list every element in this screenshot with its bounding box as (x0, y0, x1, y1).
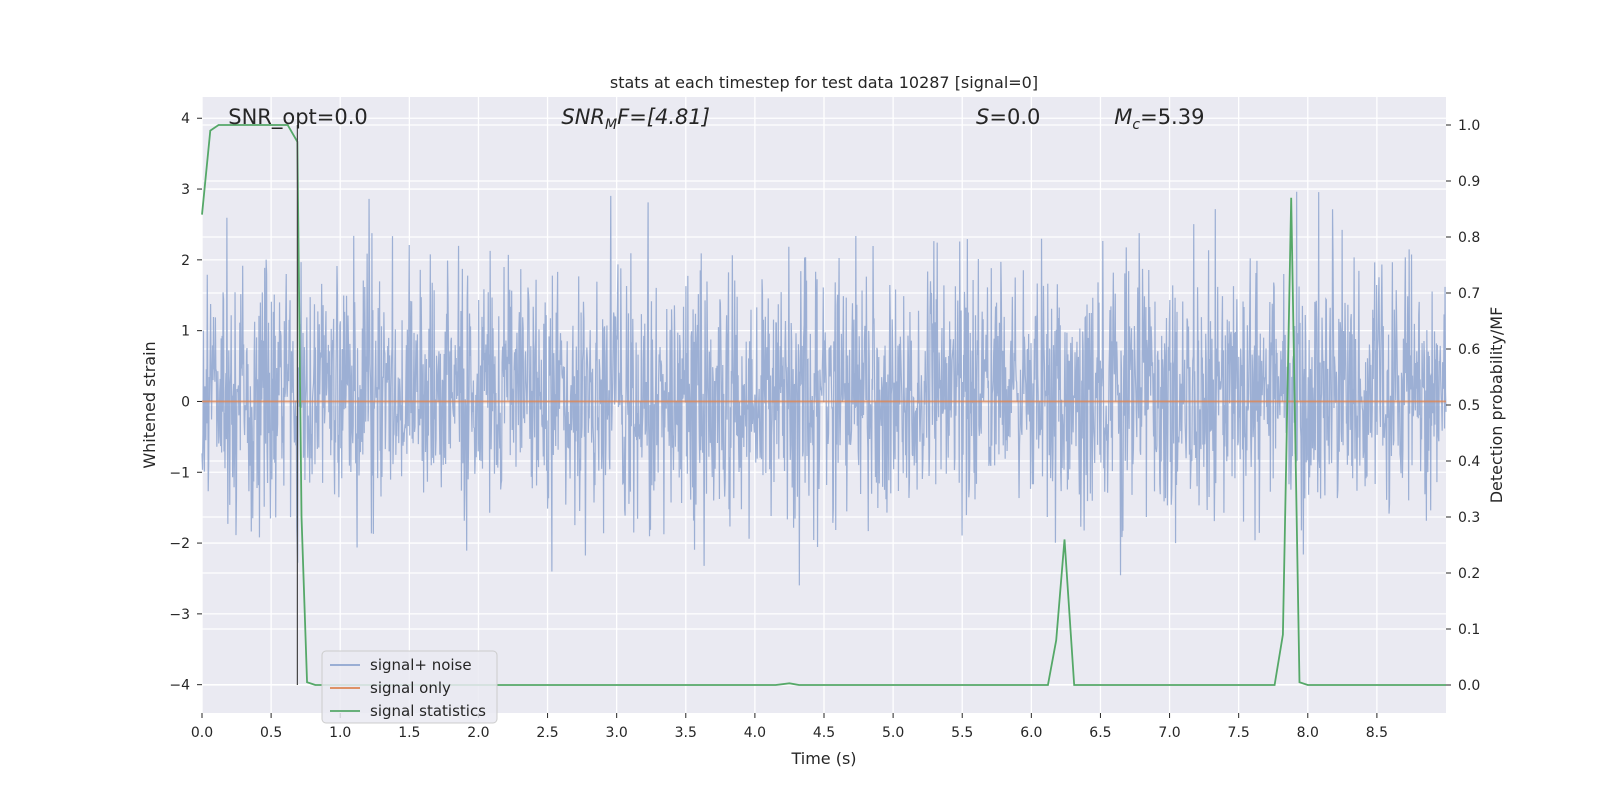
yl-tick-label-3: 1 (181, 324, 190, 340)
yr-tick-label-4: 0.6 (1458, 342, 1480, 358)
yr-tick-label-7: 0.3 (1458, 510, 1480, 526)
series-signal-plus-noise (201, 191, 1447, 586)
x-tick-label-1: 0.5 (260, 725, 282, 741)
s-rest: =0.0 (989, 105, 1040, 129)
x-axis-label: Time (s) (790, 749, 856, 768)
signal-statistics-line (201, 124, 1446, 686)
x-tick-label-3: 1.5 (398, 725, 420, 741)
snr-mf-subscript: M (605, 117, 617, 133)
yr-tick-label-0: 1.0 (1458, 118, 1480, 134)
axis-ticks: 0.0 0.5 1.0 1.5 2.0 2.5 3.0 3.5 4.0 4.5 5.0 5.5 6.0 6… (169, 111, 1480, 741)
mc-base: M (1114, 105, 1132, 129)
x-tick-label-13: 6.5 (1089, 725, 1111, 741)
annotation-snr-opt: SNR_opt=0.0 (228, 105, 368, 130)
x-tick-label-5: 2.5 (536, 725, 558, 741)
snr-mf-base: SNR (561, 105, 605, 129)
yl-tick-label-2: 2 (181, 253, 190, 269)
s-base: S (976, 105, 989, 129)
x-tick-label-17: 8.5 (1366, 725, 1388, 741)
signal-plus-noise-line (201, 191, 1447, 586)
yl-tick-label-8: −4 (169, 678, 190, 694)
annotation-s: S=0.0 (976, 105, 1040, 129)
x-tick-label-8: 4.0 (744, 725, 766, 741)
yl-tick-label-4: 0 (181, 394, 190, 410)
x-tick-label-16: 8.0 (1297, 725, 1319, 741)
legend-label-signal-plus-noise: signal+ noise (370, 656, 472, 674)
yl-tick-label-1: 3 (181, 182, 190, 198)
annotation-mc: Mc=5.39 (1114, 105, 1204, 133)
chart-title: stats at each timestep for test data 102… (610, 73, 1038, 92)
left-y-axis-label: Whitened strain (140, 341, 159, 468)
x-tick-label-12: 6.0 (1020, 725, 1042, 741)
yr-tick-label-5: 0.5 (1458, 398, 1480, 414)
legend-label-signal-statistics: signal statistics (370, 702, 486, 720)
yl-tick-label-5: −1 (169, 465, 190, 481)
x-tick-label-7: 3.5 (675, 725, 697, 741)
yr-tick-label-3: 0.7 (1458, 286, 1480, 302)
series-signal-statistics (201, 124, 1446, 686)
x-tick-label-15: 7.5 (1228, 725, 1250, 741)
x-tick-label-9: 4.5 (813, 725, 835, 741)
right-y-axis-label: Detection probability/MF (1487, 307, 1506, 504)
yr-tick-label-10: 0.0 (1458, 678, 1480, 694)
legend: signal+ noise signal only signal statist… (321, 650, 498, 724)
mc-rest: =5.39 (1140, 105, 1204, 129)
x-tick-label-2: 1.0 (329, 725, 351, 741)
x-tick-label-0: 0.0 (191, 725, 213, 741)
x-tick-label-6: 3.0 (606, 725, 628, 741)
mc-subscript: c (1132, 117, 1140, 133)
yr-tick-label-8: 0.2 (1458, 566, 1480, 582)
x-tick-label-4: 2.0 (467, 725, 489, 741)
annotation-snr-mf: SNRMF=[4.81] (561, 105, 710, 133)
x-tick-label-11: 5.5 (951, 725, 973, 741)
yl-tick-label-7: −3 (169, 607, 190, 623)
snr-mf-rest: F=[4.81] (617, 105, 710, 129)
yr-tick-label-1: 0.9 (1458, 174, 1480, 190)
yr-tick-label-6: 0.4 (1458, 454, 1480, 470)
legend-box (321, 650, 498, 724)
yl-tick-label-0: 4 (181, 111, 190, 127)
yr-tick-label-9: 0.1 (1458, 622, 1480, 638)
legend-label-signal-only: signal only (370, 679, 451, 697)
yr-tick-label-2: 0.8 (1458, 230, 1480, 246)
yl-tick-label-6: −2 (169, 536, 190, 552)
x-tick-label-14: 7.0 (1158, 725, 1180, 741)
x-tick-label-10: 5.0 (882, 725, 904, 741)
